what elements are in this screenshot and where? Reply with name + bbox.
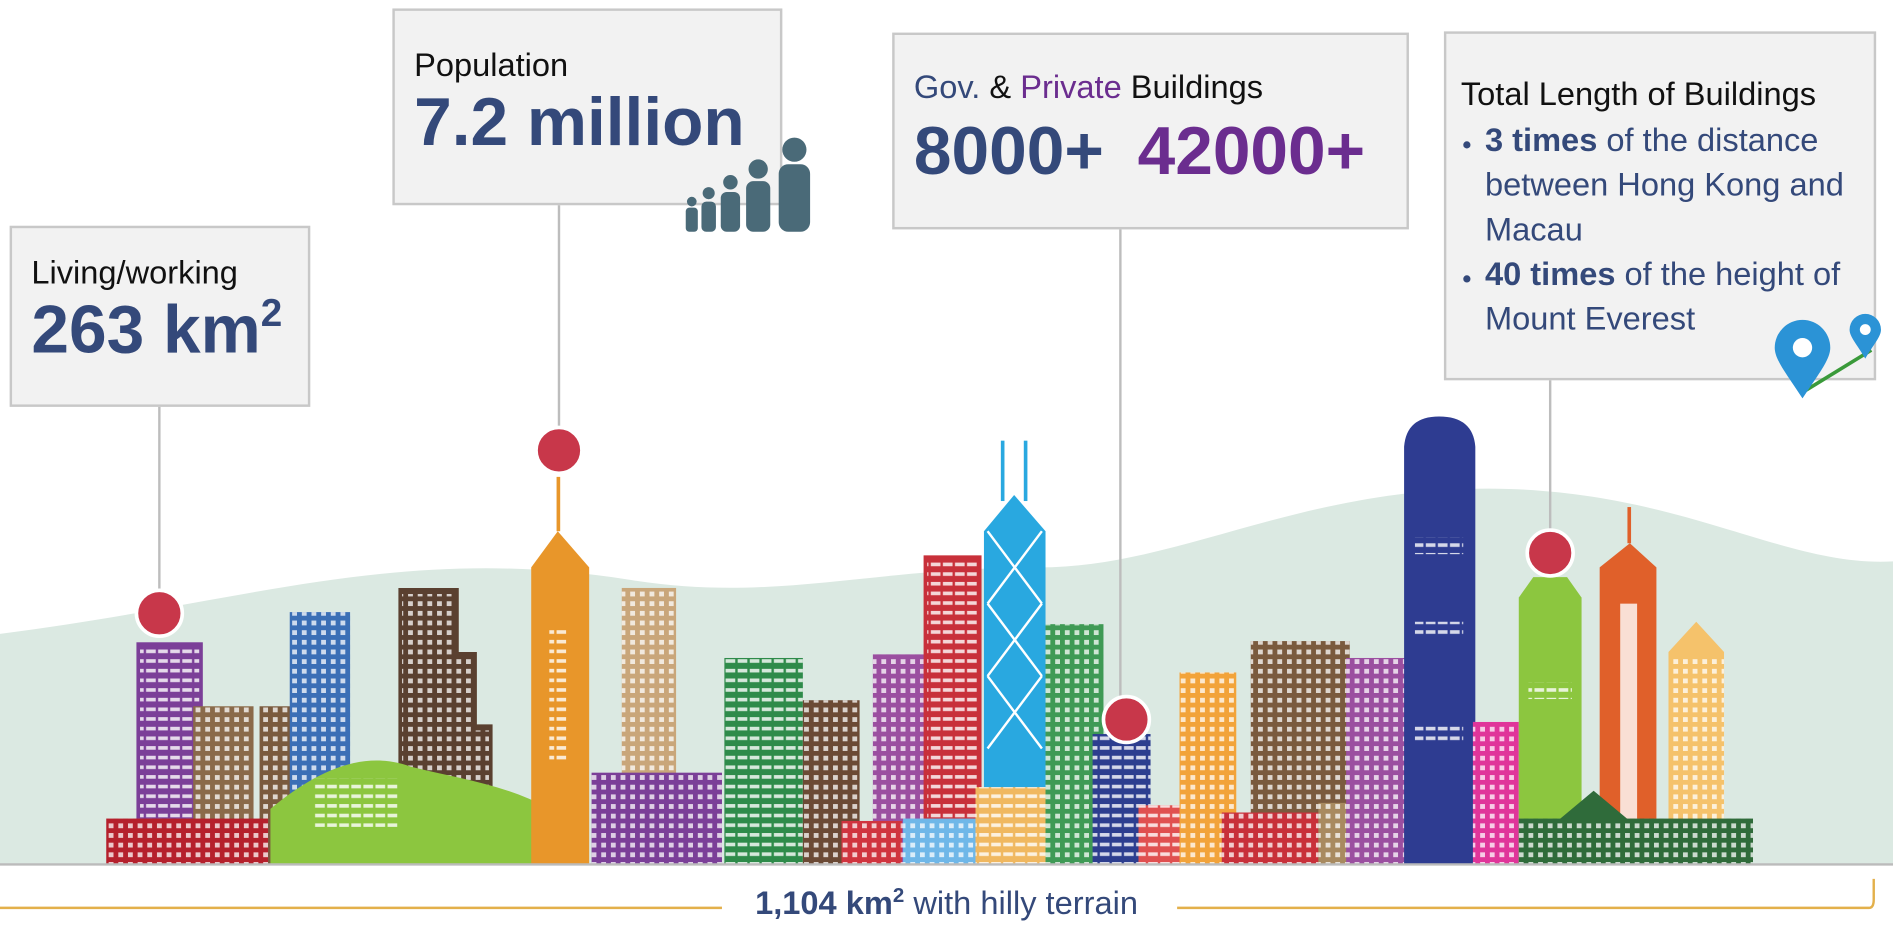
gov-label: Gov. — [914, 69, 980, 105]
buildings-rect — [106, 819, 268, 865]
marker-dots-circle — [536, 427, 582, 473]
superscript: 2 — [261, 291, 282, 334]
marker-dots-circle — [1103, 697, 1149, 743]
buildings-rect — [1024, 441, 1028, 501]
buildings-rect — [841, 821, 901, 864]
buildings-rect — [1138, 805, 1183, 864]
buildings-rect — [592, 773, 722, 865]
bullet: 3 times of the distance between Hong Kon… — [1485, 118, 1869, 252]
buildings-rect — [1473, 722, 1519, 864]
suffix: Buildings — [1131, 69, 1263, 105]
buildings-rect — [549, 628, 566, 761]
buildings-rect — [903, 819, 975, 865]
label: Gov. & Private Buildings — [914, 69, 1407, 106]
infographic: Living/working 263 km2 Population 7.2 mi… — [0, 0, 1893, 927]
buildings-rect — [1001, 441, 1005, 501]
callout-length: Total Length of Buildings 3 times of the… — [1444, 31, 1876, 380]
buildings-rect — [1620, 604, 1637, 821]
value: 263 km2 — [31, 292, 307, 366]
buildings-rect — [557, 477, 561, 531]
value-text: 263 km — [31, 291, 260, 367]
buildings-path — [1404, 417, 1475, 865]
label: Living/working — [31, 255, 307, 292]
callout-population: Population 7.2 million — [392, 8, 782, 205]
gov-count: 8000+ — [914, 112, 1104, 188]
footer-text: with hilly terrain — [913, 885, 1138, 921]
bullet-list: 3 times of the distance between Hong Kon… — [1461, 118, 1869, 341]
bullet-bold: 40 times — [1485, 256, 1615, 292]
value: 8000+ 42000+ — [914, 113, 1407, 187]
buildings-rect — [1528, 682, 1571, 699]
private-count: 42000+ — [1138, 112, 1366, 188]
buildings-rect — [1415, 724, 1463, 741]
buildings-rect — [1519, 819, 1753, 865]
footer-value: 1,104 km2 — [755, 885, 904, 921]
callout-buildings: Gov. & Private Buildings 8000+ 42000+ — [892, 33, 1409, 230]
marker-dots-circle — [136, 590, 182, 636]
buildings-rect — [1415, 622, 1463, 639]
bullet-bold: 3 times — [1485, 122, 1597, 158]
label: Population — [414, 47, 780, 84]
footer: 1,104 km2 with hilly terrain — [0, 885, 1893, 922]
value: 7.2 million — [414, 85, 780, 159]
private-label: Private — [1020, 69, 1121, 105]
bullet: 40 times of the height of Mount Everest — [1485, 252, 1869, 341]
buildings-rect — [1346, 658, 1406, 864]
amp: & — [989, 69, 1011, 105]
buildings-rect — [1415, 537, 1463, 554]
marker-dots-circle — [1527, 530, 1573, 576]
buildings-rect — [724, 658, 802, 864]
superscript: 2 — [893, 884, 904, 907]
buildings-rect — [1627, 507, 1631, 543]
buildings-rect — [314, 779, 399, 827]
callout-living: Living/working 263 km2 — [10, 226, 311, 407]
page-body: {"callouts": { "living": {"label": "Livi… — [0, 0, 1893, 927]
buildings-rect — [1222, 813, 1319, 865]
title: Total Length of Buildings — [1461, 76, 1869, 113]
footer-value-text: 1,104 km — [755, 885, 893, 921]
